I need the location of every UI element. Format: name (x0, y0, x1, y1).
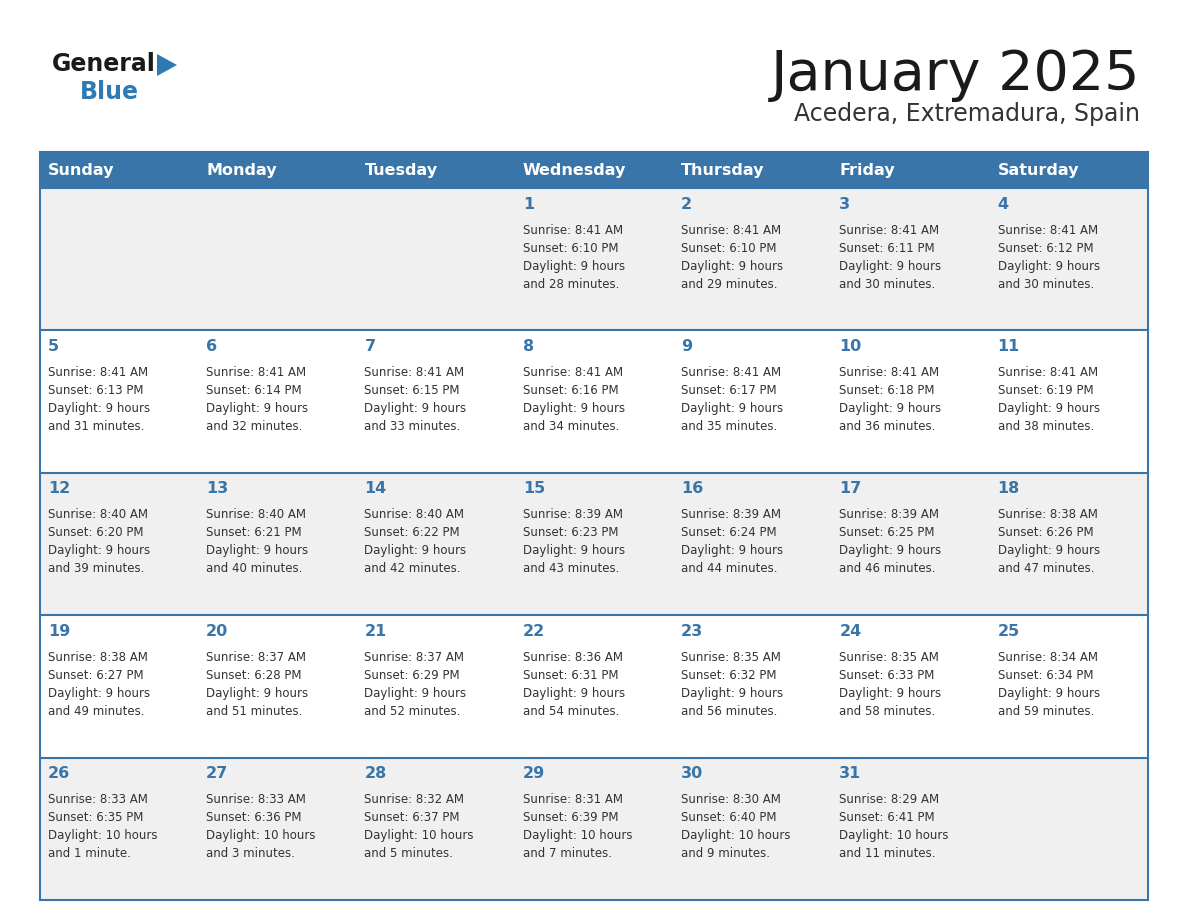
Text: 8: 8 (523, 339, 533, 354)
Text: 10: 10 (840, 339, 861, 354)
Bar (990, 152, 1148, 188)
Text: 9: 9 (681, 339, 693, 354)
Text: Sunrise: 8:35 AM
Sunset: 6:32 PM
Daylight: 9 hours
and 56 minutes.: Sunrise: 8:35 AM Sunset: 6:32 PM Dayligh… (681, 651, 783, 718)
Text: Sunrise: 8:34 AM
Sunset: 6:34 PM
Daylight: 9 hours
and 59 minutes.: Sunrise: 8:34 AM Sunset: 6:34 PM Dayligh… (998, 651, 1100, 718)
Text: 19: 19 (48, 623, 70, 639)
Text: 30: 30 (681, 767, 703, 781)
Text: Sunrise: 8:39 AM
Sunset: 6:23 PM
Daylight: 9 hours
and 43 minutes.: Sunrise: 8:39 AM Sunset: 6:23 PM Dayligh… (523, 509, 625, 576)
Text: Sunday: Sunday (48, 162, 114, 177)
Bar (40, 330, 1148, 473)
Text: Sunrise: 8:40 AM
Sunset: 6:20 PM
Daylight: 9 hours
and 39 minutes.: Sunrise: 8:40 AM Sunset: 6:20 PM Dayligh… (48, 509, 150, 576)
Bar (40, 188, 1148, 330)
Text: 24: 24 (840, 623, 861, 639)
Text: Sunrise: 8:37 AM
Sunset: 6:29 PM
Daylight: 9 hours
and 52 minutes.: Sunrise: 8:37 AM Sunset: 6:29 PM Dayligh… (365, 651, 467, 718)
Text: Saturday: Saturday (998, 162, 1079, 177)
Text: Sunrise: 8:41 AM
Sunset: 6:15 PM
Daylight: 9 hours
and 33 minutes.: Sunrise: 8:41 AM Sunset: 6:15 PM Dayligh… (365, 366, 467, 433)
Text: 4: 4 (998, 196, 1009, 211)
Text: Sunrise: 8:39 AM
Sunset: 6:25 PM
Daylight: 9 hours
and 46 minutes.: Sunrise: 8:39 AM Sunset: 6:25 PM Dayligh… (840, 509, 941, 576)
Bar (40, 757, 1148, 900)
Bar (198, 152, 356, 188)
Polygon shape (157, 54, 177, 76)
Text: Sunrise: 8:41 AM
Sunset: 6:10 PM
Daylight: 9 hours
and 28 minutes.: Sunrise: 8:41 AM Sunset: 6:10 PM Dayligh… (523, 224, 625, 291)
Text: Sunrise: 8:41 AM
Sunset: 6:13 PM
Daylight: 9 hours
and 31 minutes.: Sunrise: 8:41 AM Sunset: 6:13 PM Dayligh… (48, 366, 150, 433)
Text: 18: 18 (998, 481, 1019, 497)
Text: 26: 26 (48, 767, 70, 781)
Text: Thursday: Thursday (681, 162, 765, 177)
Text: 3: 3 (840, 196, 851, 211)
Text: Sunrise: 8:41 AM
Sunset: 6:12 PM
Daylight: 9 hours
and 30 minutes.: Sunrise: 8:41 AM Sunset: 6:12 PM Dayligh… (998, 224, 1100, 291)
Text: Sunrise: 8:41 AM
Sunset: 6:16 PM
Daylight: 9 hours
and 34 minutes.: Sunrise: 8:41 AM Sunset: 6:16 PM Dayligh… (523, 366, 625, 433)
Text: 29: 29 (523, 767, 545, 781)
Bar (40, 615, 1148, 757)
Text: Sunrise: 8:30 AM
Sunset: 6:40 PM
Daylight: 10 hours
and 9 minutes.: Sunrise: 8:30 AM Sunset: 6:40 PM Dayligh… (681, 793, 790, 860)
Text: 5: 5 (48, 339, 59, 354)
Bar (356, 152, 514, 188)
Text: Sunrise: 8:31 AM
Sunset: 6:39 PM
Daylight: 10 hours
and 7 minutes.: Sunrise: 8:31 AM Sunset: 6:39 PM Dayligh… (523, 793, 632, 860)
Bar (40, 473, 1148, 615)
Text: Sunrise: 8:40 AM
Sunset: 6:22 PM
Daylight: 9 hours
and 42 minutes.: Sunrise: 8:40 AM Sunset: 6:22 PM Dayligh… (365, 509, 467, 576)
Text: January 2025: January 2025 (771, 48, 1140, 102)
Text: 15: 15 (523, 481, 545, 497)
Text: Sunrise: 8:41 AM
Sunset: 6:19 PM
Daylight: 9 hours
and 38 minutes.: Sunrise: 8:41 AM Sunset: 6:19 PM Dayligh… (998, 366, 1100, 433)
Text: Friday: Friday (840, 162, 895, 177)
Text: Blue: Blue (80, 80, 139, 104)
Text: Sunrise: 8:40 AM
Sunset: 6:21 PM
Daylight: 9 hours
and 40 minutes.: Sunrise: 8:40 AM Sunset: 6:21 PM Dayligh… (207, 509, 309, 576)
Text: Sunrise: 8:35 AM
Sunset: 6:33 PM
Daylight: 9 hours
and 58 minutes.: Sunrise: 8:35 AM Sunset: 6:33 PM Dayligh… (840, 651, 941, 718)
Text: General: General (52, 52, 156, 76)
Text: 28: 28 (365, 767, 387, 781)
Text: 2: 2 (681, 196, 693, 211)
Text: Sunrise: 8:41 AM
Sunset: 6:18 PM
Daylight: 9 hours
and 36 minutes.: Sunrise: 8:41 AM Sunset: 6:18 PM Dayligh… (840, 366, 941, 433)
Text: Sunrise: 8:38 AM
Sunset: 6:27 PM
Daylight: 9 hours
and 49 minutes.: Sunrise: 8:38 AM Sunset: 6:27 PM Dayligh… (48, 651, 150, 718)
Text: Acedera, Extremadura, Spain: Acedera, Extremadura, Spain (794, 102, 1140, 126)
Text: 7: 7 (365, 339, 375, 354)
Text: Sunrise: 8:41 AM
Sunset: 6:14 PM
Daylight: 9 hours
and 32 minutes.: Sunrise: 8:41 AM Sunset: 6:14 PM Dayligh… (207, 366, 309, 433)
Text: 23: 23 (681, 623, 703, 639)
Text: 13: 13 (207, 481, 228, 497)
Text: Tuesday: Tuesday (365, 162, 437, 177)
Text: 11: 11 (998, 339, 1019, 354)
Text: Sunrise: 8:41 AM
Sunset: 6:10 PM
Daylight: 9 hours
and 29 minutes.: Sunrise: 8:41 AM Sunset: 6:10 PM Dayligh… (681, 224, 783, 291)
Text: 1: 1 (523, 196, 533, 211)
Text: 17: 17 (840, 481, 861, 497)
Text: Sunrise: 8:36 AM
Sunset: 6:31 PM
Daylight: 9 hours
and 54 minutes.: Sunrise: 8:36 AM Sunset: 6:31 PM Dayligh… (523, 651, 625, 718)
Text: Sunrise: 8:32 AM
Sunset: 6:37 PM
Daylight: 10 hours
and 5 minutes.: Sunrise: 8:32 AM Sunset: 6:37 PM Dayligh… (365, 793, 474, 860)
Text: Sunrise: 8:41 AM
Sunset: 6:11 PM
Daylight: 9 hours
and 30 minutes.: Sunrise: 8:41 AM Sunset: 6:11 PM Dayligh… (840, 224, 941, 291)
Text: Sunrise: 8:33 AM
Sunset: 6:35 PM
Daylight: 10 hours
and 1 minute.: Sunrise: 8:33 AM Sunset: 6:35 PM Dayligh… (48, 793, 158, 860)
Text: 20: 20 (207, 623, 228, 639)
Text: 14: 14 (365, 481, 387, 497)
Text: Sunrise: 8:37 AM
Sunset: 6:28 PM
Daylight: 9 hours
and 51 minutes.: Sunrise: 8:37 AM Sunset: 6:28 PM Dayligh… (207, 651, 309, 718)
Bar (514, 152, 674, 188)
Bar (674, 152, 832, 188)
Text: 22: 22 (523, 623, 545, 639)
Text: Sunrise: 8:29 AM
Sunset: 6:41 PM
Daylight: 10 hours
and 11 minutes.: Sunrise: 8:29 AM Sunset: 6:41 PM Dayligh… (840, 793, 949, 860)
Text: Wednesday: Wednesday (523, 162, 626, 177)
Text: Sunrise: 8:41 AM
Sunset: 6:17 PM
Daylight: 9 hours
and 35 minutes.: Sunrise: 8:41 AM Sunset: 6:17 PM Dayligh… (681, 366, 783, 433)
Text: 21: 21 (365, 623, 387, 639)
Text: Sunrise: 8:38 AM
Sunset: 6:26 PM
Daylight: 9 hours
and 47 minutes.: Sunrise: 8:38 AM Sunset: 6:26 PM Dayligh… (998, 509, 1100, 576)
Text: 6: 6 (207, 339, 217, 354)
Bar (40, 152, 198, 188)
Text: 31: 31 (840, 767, 861, 781)
Bar (832, 152, 990, 188)
Text: 16: 16 (681, 481, 703, 497)
Text: 12: 12 (48, 481, 70, 497)
Text: 25: 25 (998, 623, 1019, 639)
Text: Sunrise: 8:39 AM
Sunset: 6:24 PM
Daylight: 9 hours
and 44 minutes.: Sunrise: 8:39 AM Sunset: 6:24 PM Dayligh… (681, 509, 783, 576)
Text: Monday: Monday (207, 162, 277, 177)
Text: Sunrise: 8:33 AM
Sunset: 6:36 PM
Daylight: 10 hours
and 3 minutes.: Sunrise: 8:33 AM Sunset: 6:36 PM Dayligh… (207, 793, 316, 860)
Text: 27: 27 (207, 767, 228, 781)
